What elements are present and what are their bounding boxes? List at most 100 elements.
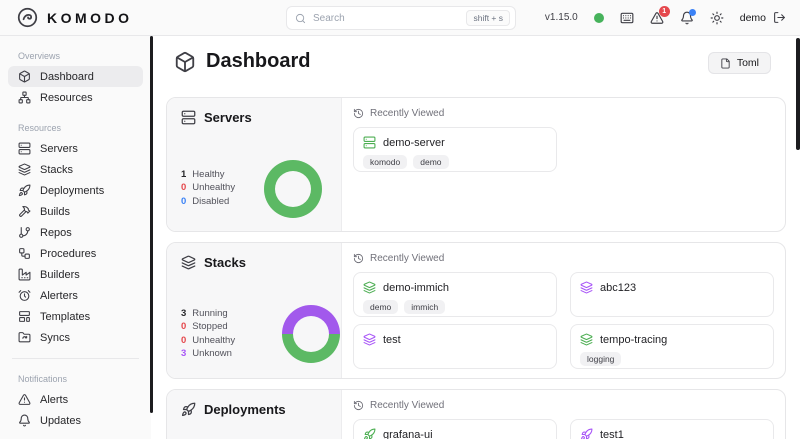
legend-count: 0 bbox=[181, 321, 187, 333]
keyboard-shortcuts-button[interactable] bbox=[620, 11, 634, 25]
servers-card-title[interactable]: Servers bbox=[181, 110, 341, 125]
sidebar-item-label: Builders bbox=[40, 268, 80, 281]
stacks-card-title[interactable]: Stacks bbox=[181, 255, 341, 270]
alarm-clock-icon bbox=[18, 289, 31, 302]
tag-badge[interactable]: demo bbox=[413, 155, 449, 169]
history-icon bbox=[353, 108, 364, 119]
sidebar-item-alerters[interactable]: Alerters bbox=[8, 285, 143, 306]
sidebar-item-deployments[interactable]: Deployments bbox=[8, 180, 143, 201]
status-dot[interactable] bbox=[593, 12, 604, 23]
recent-item-tempo-tracing[interactable]: tempo-tracing logging bbox=[570, 324, 774, 369]
layers-icon bbox=[580, 333, 593, 346]
main-content: Dashboard Toml Servers 1 Healthy bbox=[152, 36, 800, 439]
alerts-button[interactable]: 1 bbox=[650, 5, 670, 25]
version-label: v1.15.0 bbox=[544, 12, 578, 23]
history-icon bbox=[353, 400, 364, 411]
tag-badge[interactable]: logging bbox=[580, 352, 622, 366]
sidebar-item-label: Stacks bbox=[40, 163, 74, 176]
legend-row: 3 Running bbox=[181, 307, 235, 320]
server-icon bbox=[363, 136, 376, 149]
search-input[interactable]: Search shift + s bbox=[286, 6, 516, 30]
servers-recently-viewed: Recently Viewed demo-server komodo demo bbox=[342, 98, 785, 231]
legend-count: 3 bbox=[181, 308, 187, 319]
sidebar-item-dashboard[interactable]: Dashboard bbox=[8, 66, 143, 87]
page-title-text: Dashboard bbox=[206, 50, 311, 72]
komodo-logo-icon bbox=[17, 7, 38, 28]
sidebar-section-resources: Resources bbox=[18, 123, 62, 133]
hammer-icon bbox=[18, 205, 31, 218]
sidebar-item-updates[interactable]: Updates bbox=[8, 410, 143, 431]
topbar: KOMODO Search shift + s v1.15.0 1 demo bbox=[0, 0, 800, 36]
sidebar-item-templates[interactable]: Templates bbox=[8, 306, 143, 327]
deployments-card-summary: Deployments bbox=[167, 390, 342, 439]
updates-button[interactable] bbox=[680, 8, 696, 25]
sidebar-divider bbox=[12, 358, 139, 359]
sidebar-item-stacks[interactable]: Stacks bbox=[8, 159, 143, 180]
brand[interactable]: KOMODO bbox=[17, 7, 133, 28]
toml-button[interactable]: Toml bbox=[707, 52, 771, 74]
sidebar-item-procedures[interactable]: Procedures bbox=[8, 243, 143, 264]
sidebar-item-builds[interactable]: Builds bbox=[8, 201, 143, 222]
page-title: Dashboard bbox=[174, 50, 800, 73]
rocket-icon bbox=[580, 428, 593, 439]
page-header: Dashboard Toml bbox=[152, 36, 800, 74]
legend-count: 0 bbox=[181, 195, 187, 207]
legend-label: Unhealthy bbox=[192, 182, 236, 194]
layers-icon bbox=[580, 281, 593, 294]
sidebar-item-syncs[interactable]: Syncs bbox=[8, 327, 143, 348]
box-icon bbox=[174, 51, 196, 73]
recent-item-name: grafana-ui bbox=[383, 428, 433, 439]
sidebar-item-label: Resources bbox=[40, 91, 93, 104]
brand-text: KOMODO bbox=[47, 9, 133, 26]
servers-card-summary: Servers 1 Healthy 0 Unhealthy 0 Disabled bbox=[167, 98, 342, 231]
alert-triangle-icon bbox=[650, 11, 664, 25]
topbar-right: v1.15.0 1 demo bbox=[544, 5, 786, 25]
legend-row: 0 Stopped bbox=[181, 320, 235, 333]
sidebar-item-label: Alerts bbox=[40, 393, 69, 406]
servers-donut-chart bbox=[264, 160, 322, 218]
stacks-recently-viewed: Recently Viewed demo-immich demo immich bbox=[342, 243, 785, 378]
recently-viewed-header: Recently Viewed bbox=[353, 108, 774, 119]
donut-hole bbox=[275, 171, 311, 207]
sidebar-item-servers[interactable]: Servers bbox=[8, 138, 143, 159]
recent-item-demo-server[interactable]: demo-server komodo demo bbox=[353, 127, 557, 172]
sidebar-item-label: Repos bbox=[40, 226, 72, 239]
recent-item-demo-immich[interactable]: demo-immich demo immich bbox=[353, 272, 557, 317]
alerts-count-badge: 1 bbox=[658, 5, 670, 17]
page-scrollbar-thumb[interactable] bbox=[796, 38, 800, 150]
dashboard-cards: Servers 1 Healthy 0 Unhealthy 0 Disabled bbox=[166, 97, 786, 439]
server-icon bbox=[181, 110, 196, 125]
legend-label: Running bbox=[192, 308, 228, 319]
sidebar-scrollbar-thumb[interactable] bbox=[150, 36, 153, 413]
sidebar-item-label: Updates bbox=[40, 414, 81, 427]
theme-toggle-button[interactable] bbox=[710, 11, 724, 25]
legend-count: 0 bbox=[181, 334, 187, 346]
tag-badge[interactable]: demo bbox=[363, 300, 399, 314]
legend-row: 0 Unhealthy bbox=[181, 334, 235, 347]
deployments-card: Deployments Recently Viewed grafana-ui bbox=[166, 389, 786, 439]
legend-row: 3 Unknown bbox=[181, 347, 235, 360]
sidebar-item-repos[interactable]: Repos bbox=[8, 222, 143, 243]
sidebar-item-resources[interactable]: Resources bbox=[8, 87, 143, 108]
logout-button[interactable]: demo bbox=[740, 11, 786, 24]
deployments-card-title[interactable]: Deployments bbox=[181, 402, 341, 417]
recent-item-test1[interactable]: test1 bbox=[570, 419, 774, 439]
bell-icon bbox=[18, 414, 31, 427]
tag-badge[interactable]: komodo bbox=[363, 155, 408, 169]
sidebar-item-label: Dashboard bbox=[40, 70, 94, 83]
recent-item-abc123[interactable]: abc123 bbox=[570, 272, 774, 317]
stacks-legend: 3 Running 0 Stopped 0 Unhealthy 3 Unknow… bbox=[181, 307, 235, 361]
updates-dot-badge bbox=[688, 8, 696, 16]
sidebar-item-builders[interactable]: Builders bbox=[8, 264, 143, 285]
tag-badge[interactable]: immich bbox=[404, 300, 446, 314]
alert-triangle-icon bbox=[18, 393, 31, 406]
sidebar: Overviews Dashboard Resources Resources … bbox=[0, 36, 151, 439]
stacks-title-text: Stacks bbox=[204, 255, 246, 270]
legend-count: 3 bbox=[181, 348, 187, 360]
sidebar-item-alerts[interactable]: Alerts bbox=[8, 389, 143, 410]
layers-icon bbox=[18, 163, 31, 176]
network-icon bbox=[18, 91, 31, 104]
recent-item-grafana-ui[interactable]: grafana-ui bbox=[353, 419, 557, 439]
recent-item-test[interactable]: test bbox=[353, 324, 557, 369]
deployments-title-text: Deployments bbox=[204, 402, 286, 417]
